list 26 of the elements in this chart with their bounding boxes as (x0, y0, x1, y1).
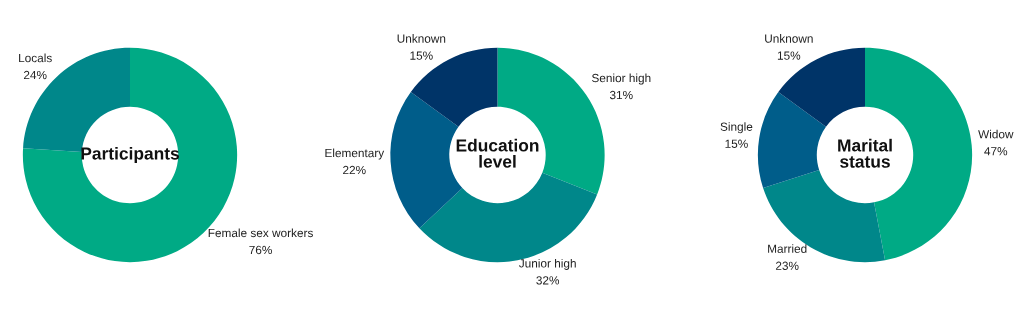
slice-label: Senior high (591, 73, 651, 85)
slice-label: Locals (19, 53, 52, 63)
slice-label: Female sex workers (208, 228, 313, 238)
data-label: 15% (777, 51, 801, 60)
slice-label: Unknown (397, 34, 446, 43)
data-label: 32% (536, 276, 560, 285)
data-label: 15% (410, 51, 433, 60)
donut-slice (763, 169, 886, 263)
data-label: 76% (249, 245, 272, 255)
text: Marital status (838, 138, 892, 168)
donut-slice (778, 47, 865, 127)
slice-label: Elementary (325, 148, 385, 160)
slice-label: Unknown (765, 34, 813, 43)
data-label: 22% (343, 165, 366, 175)
data-label: 47% (984, 147, 1008, 156)
text: Education level (456, 138, 539, 168)
slice-label: Married (768, 244, 807, 253)
slice-label: Single (720, 122, 753, 134)
data-label: 23% (775, 261, 799, 270)
data-label: 31% (609, 90, 633, 100)
donut-slice (757, 92, 826, 189)
slice-label: Widow (978, 129, 1014, 139)
data-label: 24% (23, 70, 47, 80)
data-label: 15% (725, 139, 748, 148)
slice-label: Junior high (518, 258, 576, 270)
donut-slice (410, 47, 498, 127)
